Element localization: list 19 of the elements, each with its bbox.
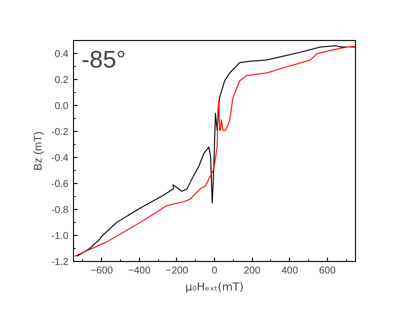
x-tick-label: 0 [212, 266, 218, 276]
x-tick-label: −200 [166, 266, 189, 276]
annotation: -85° [82, 46, 126, 74]
x-tick-label: 400 [281, 266, 298, 276]
x-tick-label: 600 [318, 266, 336, 276]
y-axis-title: Bz (mT) [32, 131, 44, 171]
y-tick-label: -1.2 [51, 257, 69, 268]
y-tick-label: -0.8 [51, 205, 69, 216]
y-tick-label: -0.6 [51, 179, 69, 190]
x-tick-label: −600 [90, 266, 114, 276]
x-axis-title: μ₀Hₑₓₜ(mT) [185, 280, 244, 294]
y-tick-label: 0.0 [54, 101, 69, 112]
y-tick-label: -0.2 [51, 127, 69, 138]
y-tick-label: -0.4 [51, 153, 69, 164]
y-tick-label: 0.4 [54, 49, 69, 60]
x-tick-label: −400 [128, 266, 151, 276]
y-tick-label: 0.2 [54, 75, 69, 86]
x-tick-label: 200 [244, 266, 261, 276]
y-tick-label: -1.0 [51, 231, 69, 242]
